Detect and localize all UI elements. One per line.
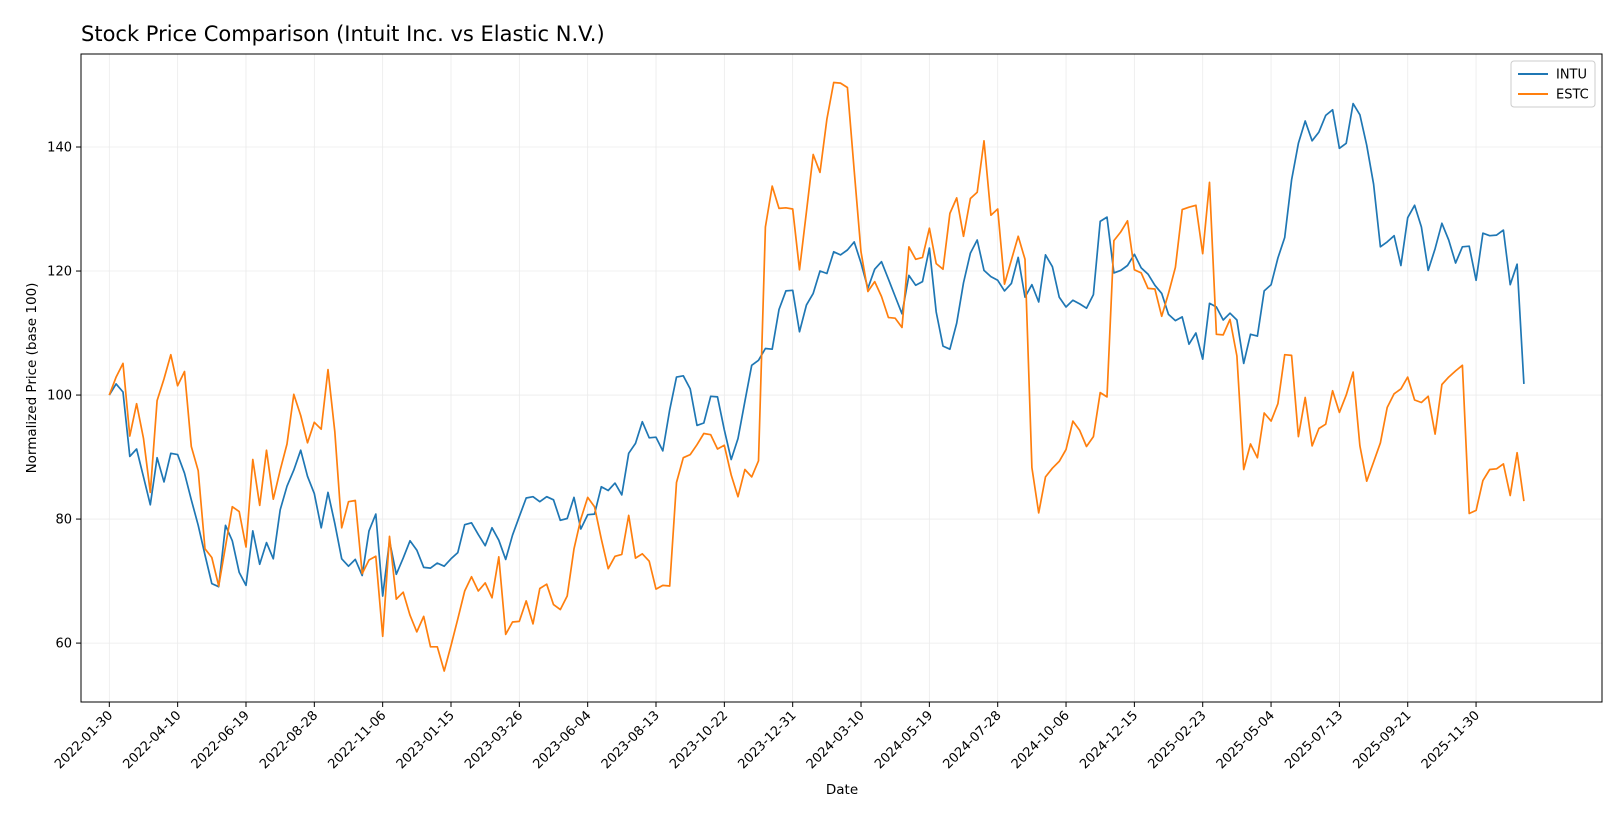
series-lines bbox=[108, 81, 1525, 672]
x-tick-label: 2025-05-04 bbox=[1214, 708, 1278, 772]
x-axis: 2022-01-30 2022-04-10 2022-06-19 2022-08-28… bbox=[52, 702, 1483, 772]
legend-box bbox=[1510, 60, 1596, 108]
x-tick-label: 2022-04-10 bbox=[120, 708, 184, 772]
x-tick-label: 2023-06-04 bbox=[530, 708, 594, 772]
x-tick-label: 2022-01-30 bbox=[52, 708, 116, 772]
plot-area bbox=[80, 53, 1603, 703]
x-tick-label: 2023-03-26 bbox=[462, 708, 526, 772]
y-axis-label: Normalized Price (base 100) bbox=[24, 283, 40, 474]
legend: INTU ESTC bbox=[1510, 60, 1596, 108]
y-tick-label: 140 bbox=[47, 141, 72, 156]
x-tick-label: 2025-02-23 bbox=[1146, 708, 1210, 772]
x-tick-label: 2023-10-22 bbox=[667, 708, 731, 772]
x-tick-label: 2022-06-19 bbox=[189, 708, 253, 772]
y-tick-label: 80 bbox=[55, 513, 72, 528]
x-axis-label: Date bbox=[826, 782, 858, 798]
chart-title: Stock Price Comparison (Intuit Inc. vs E… bbox=[81, 22, 605, 46]
x-tick-label: 2024-07-28 bbox=[940, 708, 1004, 772]
x-tick-label: 2023-12-31 bbox=[735, 708, 799, 772]
x-tick-label: 2024-12-15 bbox=[1077, 708, 1141, 772]
y-tick-label: 120 bbox=[47, 265, 72, 280]
x-tick-label: 2025-07-13 bbox=[1282, 708, 1346, 772]
x-tick-label: 2024-10-06 bbox=[1009, 708, 1073, 772]
x-tick-label: 2024-05-19 bbox=[872, 708, 936, 772]
x-tick-label: 2024-03-10 bbox=[804, 708, 868, 772]
x-tick-label: 2023-01-15 bbox=[394, 708, 458, 772]
series-line-intu bbox=[108, 102, 1525, 597]
legend-label-estc: ESTC bbox=[1556, 88, 1589, 103]
y-tick-label: 100 bbox=[47, 389, 72, 404]
x-tick-label: 2025-11-30 bbox=[1419, 708, 1483, 772]
grid bbox=[81, 54, 1602, 702]
y-axis: 60 80 100 120 140 bbox=[47, 141, 81, 652]
y-tick-label: 60 bbox=[55, 637, 72, 652]
x-tick-label: 2025-09-21 bbox=[1351, 708, 1415, 772]
series-line-estc bbox=[108, 81, 1525, 672]
legend-label-intu: INTU bbox=[1556, 68, 1587, 83]
x-tick-label: 2022-08-28 bbox=[257, 708, 321, 772]
x-tick-label: 2022-11-06 bbox=[325, 708, 389, 772]
x-tick-label: 2023-08-13 bbox=[599, 708, 663, 772]
